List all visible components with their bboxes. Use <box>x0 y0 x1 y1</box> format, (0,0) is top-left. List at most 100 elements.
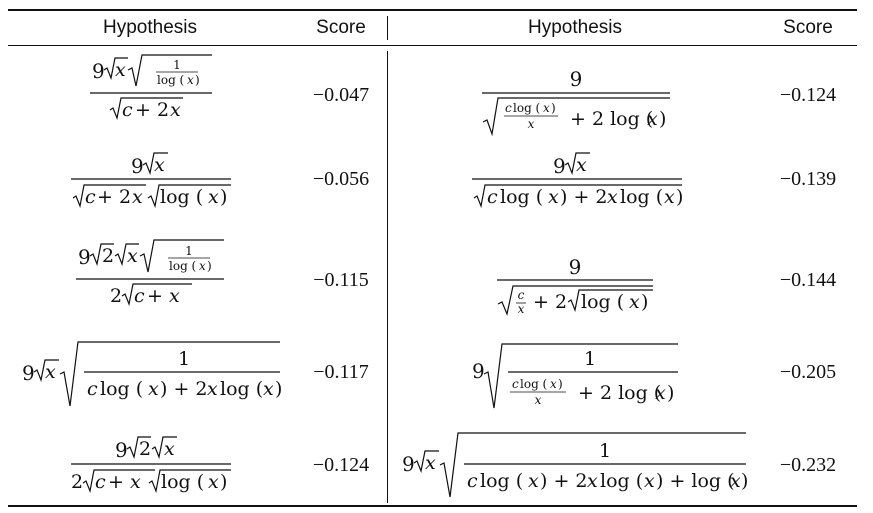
svg-text:x: x <box>644 470 655 492</box>
svg-text:c: c <box>512 377 519 391</box>
svg-text:x: x <box>132 186 143 208</box>
left-row-2-score: −0.056 <box>312 168 370 190</box>
svg-text:log (: log ( <box>513 101 540 115</box>
top-rule <box>8 9 857 11</box>
svg-text:2: 2 <box>71 471 83 493</box>
svg-text:x: x <box>730 470 741 492</box>
svg-text:x: x <box>543 101 550 115</box>
left-row-4-score: −0.117 <box>313 361 369 383</box>
svg-text:x: x <box>535 393 542 407</box>
svg-text:x: x <box>629 291 640 313</box>
svg-text:x: x <box>528 117 535 131</box>
svg-text:x: x <box>199 259 206 273</box>
header-column-divider <box>387 16 388 40</box>
left-row-5-score: −0.124 <box>312 454 370 476</box>
svg-text:log (: log ( <box>520 377 547 391</box>
left-row-1-hypothesis: 9 x 1 log ( x ) c + 2 x <box>88 54 218 126</box>
left-row-1-score: −0.047 <box>312 84 370 106</box>
svg-text:c: c <box>487 186 498 208</box>
svg-text:log (: log ( <box>600 470 643 492</box>
left-row-4-hypothesis: 9 x 1 c log ( x ) + 2 x log ( x ) <box>20 340 290 410</box>
svg-text:log (: log ( <box>581 291 624 313</box>
svg-text:): ) <box>558 377 563 391</box>
svg-text:x: x <box>170 99 181 121</box>
svg-text:): ) <box>220 471 227 493</box>
svg-text:log (: log ( <box>161 471 204 493</box>
svg-text:2: 2 <box>139 438 151 460</box>
svg-text:+ 2: + 2 <box>97 186 131 208</box>
svg-text:): ) <box>551 101 556 115</box>
svg-text:x: x <box>587 470 598 492</box>
svg-text:log (: log ( <box>620 186 663 208</box>
svg-text:x: x <box>187 73 194 87</box>
svg-text:+: + <box>147 285 163 307</box>
svg-text:): ) <box>195 73 200 87</box>
svg-text:x: x <box>169 285 180 307</box>
svg-text:log (: log ( <box>480 470 523 492</box>
right-row-1-score: −0.124 <box>779 84 837 106</box>
svg-text:+ 2 log (: + 2 log ( <box>578 382 661 404</box>
svg-text:9: 9 <box>78 245 91 269</box>
svg-text:) + 2: ) + 2 <box>540 470 588 492</box>
header-right-hypothesis: Hypothesis <box>528 17 622 38</box>
right-row-5-score: −0.232 <box>779 454 837 476</box>
svg-text:c: c <box>87 378 98 400</box>
svg-text:log (: log ( <box>100 378 143 400</box>
svg-text:) + 2: ) + 2 <box>560 186 608 208</box>
header-rule <box>8 45 857 46</box>
svg-text:c: c <box>95 471 106 493</box>
svg-text:x: x <box>664 186 675 208</box>
svg-text:x: x <box>127 245 138 267</box>
body-column-divider <box>387 51 388 503</box>
svg-text:): ) <box>741 470 748 492</box>
svg-text:x: x <box>655 382 666 404</box>
svg-text:c: c <box>518 288 525 302</box>
svg-text:) + log (: ) + log ( <box>656 470 735 492</box>
svg-text:): ) <box>207 259 212 273</box>
svg-text:x: x <box>528 470 539 492</box>
svg-text:x: x <box>647 108 658 130</box>
left-row-5-hypothesis: 9 2 x 2 c + x log ( x ) <box>69 433 239 499</box>
svg-text:x: x <box>130 471 141 493</box>
header-left-hypothesis: Hypothesis <box>103 17 197 38</box>
svg-text:c: c <box>122 99 133 121</box>
svg-text:): ) <box>659 108 666 130</box>
right-row-2-score: −0.139 <box>779 168 837 190</box>
svg-text:): ) <box>275 378 282 400</box>
left-row-3-hypothesis: 9 2 x 1 log ( x ) 2 c + x <box>74 238 234 310</box>
svg-text:9: 9 <box>402 452 415 476</box>
svg-text:c: c <box>134 285 145 307</box>
svg-text:x: x <box>207 378 218 400</box>
svg-text:9: 9 <box>472 359 485 383</box>
svg-text:x: x <box>263 378 274 400</box>
right-row-2-hypothesis: 9 x c log ( x ) + 2 x log ( x ) <box>470 152 690 214</box>
header-left-score: Score <box>316 17 366 38</box>
svg-text:log (: log ( <box>169 259 196 273</box>
svg-text:1: 1 <box>185 244 193 258</box>
svg-text:x: x <box>148 378 159 400</box>
svg-text:x: x <box>208 471 219 493</box>
svg-text:9: 9 <box>570 67 583 91</box>
svg-text:c: c <box>505 101 512 115</box>
svg-text:+ 2: + 2 <box>135 99 169 121</box>
svg-text:x: x <box>425 452 436 474</box>
left-row-3-score: −0.115 <box>313 269 369 291</box>
svg-text:+ 2 log (: + 2 log ( <box>570 108 653 130</box>
svg-text:x: x <box>154 154 165 176</box>
svg-text:9: 9 <box>115 438 128 462</box>
svg-text:x: x <box>518 302 525 316</box>
svg-text:+ 2: + 2 <box>533 291 567 313</box>
svg-text:1: 1 <box>584 348 596 370</box>
svg-text:9: 9 <box>92 59 105 83</box>
svg-text:1: 1 <box>599 440 611 462</box>
svg-text:1: 1 <box>173 58 181 72</box>
right-row-4-score: −0.205 <box>779 361 837 383</box>
svg-text:9: 9 <box>569 255 582 279</box>
svg-text:x: x <box>607 186 618 208</box>
svg-text:x: x <box>548 186 559 208</box>
svg-text:x: x <box>115 59 126 81</box>
right-row-1-hypothesis: 9 c log ( x ) x + 2 log ( x ) <box>480 66 680 138</box>
svg-text:) + 2: ) + 2 <box>160 378 208 400</box>
svg-text:x: x <box>164 438 175 460</box>
svg-text:c: c <box>85 186 96 208</box>
